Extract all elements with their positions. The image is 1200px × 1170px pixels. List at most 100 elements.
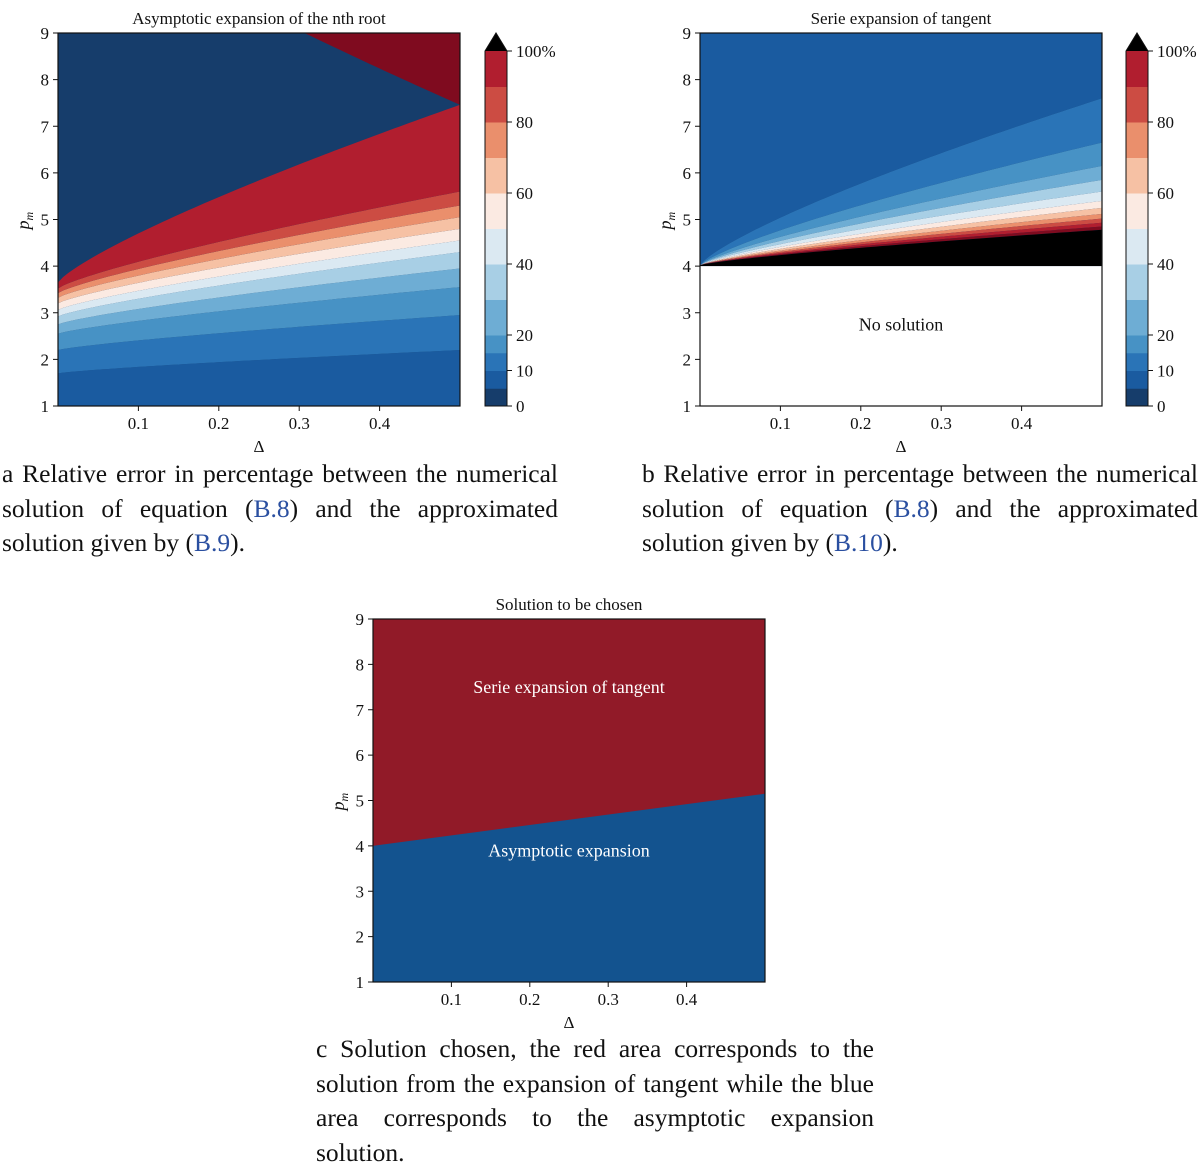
x-tick-label: 0.2 xyxy=(208,414,229,433)
x-tick-label: 0.4 xyxy=(676,990,698,1009)
colorbar-extend-arrow xyxy=(1126,33,1148,51)
contour-band xyxy=(58,191,460,294)
colorbar-tick-label: 80 xyxy=(1157,113,1174,132)
y-tick-label: 9 xyxy=(683,24,692,43)
colorbar-frame xyxy=(1125,32,1149,407)
y-tick-label: 4 xyxy=(41,257,50,276)
colorbar-segment xyxy=(1126,335,1148,354)
contour-band xyxy=(700,191,1102,266)
panel-a-asymptotic-expansion: Asymptotic expansion of the nth root 1 2 3 4… xyxy=(13,9,556,456)
contour-band xyxy=(58,315,460,374)
y-tick-label: 2 xyxy=(683,350,692,369)
colorbar-tick-label: 100% xyxy=(1157,42,1197,61)
colorbar-segment xyxy=(1126,51,1148,87)
colorbar-frame xyxy=(484,32,508,407)
y-tick-label: 9 xyxy=(356,610,365,629)
colorbar-tick-label: 10 xyxy=(516,362,533,381)
chart-title: Asymptotic expansion of the nth root xyxy=(132,9,386,28)
colorbar-tick-label: 100% xyxy=(516,42,556,61)
y-axis-label: pm xyxy=(655,212,678,232)
y-tick-label: 7 xyxy=(41,117,50,136)
x-tick-label: 0.3 xyxy=(289,414,310,433)
x-axis-label: Δ xyxy=(564,1013,575,1032)
contour-band xyxy=(700,33,1102,266)
contour-band xyxy=(58,228,460,310)
x-tick-label: 0.3 xyxy=(931,414,952,433)
colorbar-tick-label: 10 xyxy=(1157,362,1174,381)
colorbar-segment xyxy=(1126,299,1148,336)
contour-band xyxy=(700,226,1102,266)
colorbar-tick-label: 20 xyxy=(1157,326,1174,345)
contour-band xyxy=(700,218,1102,266)
colorbar-segment xyxy=(485,51,507,87)
ref-b8-link[interactable]: B.8 xyxy=(893,493,930,523)
y-tick-label: 5 xyxy=(683,211,692,230)
x-tick-label: 0.1 xyxy=(128,414,149,433)
contour-band xyxy=(58,104,460,289)
colorbar-segment xyxy=(485,370,507,389)
contour-band xyxy=(58,205,460,298)
contour-band xyxy=(700,213,1102,266)
colorbar-segment xyxy=(1126,86,1148,123)
y-tick-label: 4 xyxy=(683,257,692,276)
x-tick-label: 0.2 xyxy=(850,414,871,433)
colorbar-tick-label: 40 xyxy=(516,255,533,274)
colorbar-tick-label: 60 xyxy=(1157,184,1174,203)
contour-band xyxy=(700,200,1102,266)
colorbar-tick-label: 80 xyxy=(516,113,533,132)
y-tick-label: 6 xyxy=(683,164,692,183)
chart-title: Serie expansion of tangent xyxy=(811,9,992,28)
caption-a: a Relative error in percentage between t… xyxy=(2,459,558,557)
lower-region-label: Asymptotic expansion xyxy=(488,840,649,860)
y-axis-label: pm xyxy=(13,212,36,232)
contour-band xyxy=(58,217,460,304)
y-tick-label: 4 xyxy=(356,837,365,856)
colorbar-segment xyxy=(485,388,507,407)
y-tick-label: 3 xyxy=(356,882,365,901)
contour-band xyxy=(700,222,1102,266)
colorbar-tick-label: 0 xyxy=(516,397,525,416)
no-solution-region xyxy=(700,266,1102,406)
contour-overflow-region xyxy=(700,229,1102,267)
y-tick-label: 1 xyxy=(683,397,692,416)
contour-band xyxy=(700,98,1102,266)
contour-band-upper xyxy=(58,33,460,105)
colorbar-segment xyxy=(485,335,507,354)
colorbar-segment xyxy=(1126,193,1148,229)
figure: Asymptotic expansion of the nth root 1 2 3 4… xyxy=(13,9,1197,1032)
y-tick-label: 2 xyxy=(41,350,50,369)
chart-title: Solution to be chosen xyxy=(496,595,643,614)
colorbar-segment xyxy=(485,86,507,123)
x-tick-label: 0.1 xyxy=(441,990,462,1009)
colorbar-segment xyxy=(485,157,507,194)
contour-band xyxy=(700,165,1102,266)
ref-b8-link[interactable]: B.8 xyxy=(253,493,290,523)
colorbar-extend-arrow xyxy=(485,33,507,51)
x-axis-label: Δ xyxy=(896,437,907,456)
y-tick-label: 9 xyxy=(41,24,50,43)
colorbar-tick-label: 40 xyxy=(1157,255,1174,274)
contour-band xyxy=(58,252,460,325)
ref-b9-link[interactable]: B.9 xyxy=(193,528,231,557)
colorbar-segment xyxy=(1126,228,1148,265)
y-tick-label: 6 xyxy=(356,746,365,765)
contour-band xyxy=(700,207,1102,266)
colorbar-tick-label: 60 xyxy=(516,184,533,203)
colorbar-tick-label: 20 xyxy=(516,326,533,345)
y-tick-label: 3 xyxy=(683,304,692,323)
y-tick-label: 1 xyxy=(41,397,50,416)
y-tick-label: 5 xyxy=(356,792,365,811)
upper-region xyxy=(373,619,765,846)
contour-band xyxy=(58,350,460,406)
y-tick-label: 8 xyxy=(683,71,692,90)
ref-b10-link[interactable]: B.10 xyxy=(833,528,883,557)
colorbar-segment xyxy=(485,193,507,229)
panel-b-serie-expansion: No solution Serie expansion of tangent 1 2 3… xyxy=(655,9,1197,456)
contour-band xyxy=(58,287,460,351)
y-tick-label: 7 xyxy=(683,117,692,136)
y-tick-label: 5 xyxy=(41,211,50,230)
x-tick-label: 0.2 xyxy=(519,990,540,1009)
caption-c: c Solution chosen, the red area correspo… xyxy=(316,1034,874,1167)
y-tick-label: 2 xyxy=(356,928,365,947)
contour-band xyxy=(58,240,460,317)
